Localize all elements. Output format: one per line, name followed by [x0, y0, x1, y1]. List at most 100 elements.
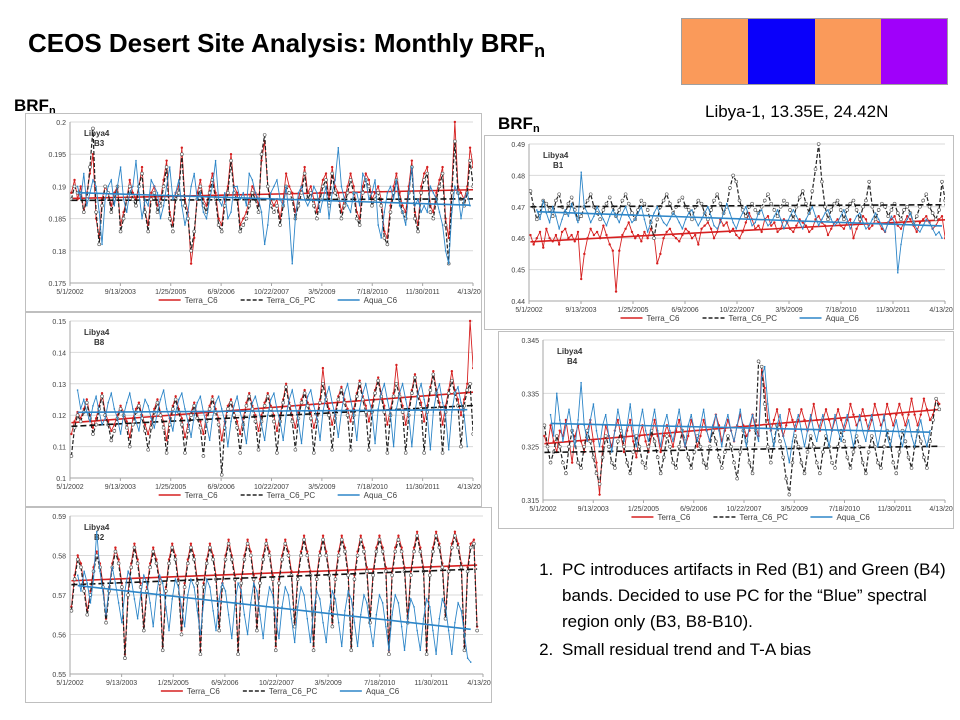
data-point — [662, 237, 665, 240]
data-point — [729, 444, 733, 449]
data-point — [694, 218, 696, 221]
data-point — [717, 455, 721, 460]
data-point — [833, 466, 837, 470]
data-point — [709, 208, 713, 212]
data-point — [232, 413, 236, 417]
data-point — [189, 542, 193, 545]
data-point — [635, 456, 638, 459]
data-point — [469, 205, 471, 207]
data-point — [103, 184, 107, 189]
data-point — [276, 179, 278, 181]
data-point — [424, 652, 429, 657]
data-point — [271, 574, 274, 577]
chart-panel-b1: 0.49 0.48 0.47 0.46 0.45 0.44 5/1/2002 9/13/200… — [484, 135, 954, 330]
data-point — [85, 400, 89, 405]
data-point — [207, 407, 212, 411]
data-point — [535, 237, 538, 240]
data-point — [778, 205, 783, 209]
data-point — [840, 440, 842, 443]
data-point — [715, 413, 717, 416]
data-point — [466, 192, 468, 194]
data-point — [171, 598, 173, 600]
chart-panel-b4: 0.345 0.335 0.325 0.315 5/1/2002 9/13/2003 1/2… — [498, 331, 954, 529]
data-point — [925, 466, 929, 470]
data-point — [184, 224, 186, 226]
data-point — [770, 224, 773, 227]
data-point — [554, 233, 558, 237]
data-point — [605, 233, 608, 237]
data-point — [628, 471, 633, 476]
data-point — [415, 530, 419, 533]
data-point — [561, 218, 563, 221]
data-point — [419, 649, 422, 651]
data-point — [151, 549, 156, 554]
data-point — [392, 445, 395, 448]
data-point — [557, 243, 561, 246]
data-point — [174, 192, 177, 194]
data-point — [542, 246, 545, 249]
data-point — [358, 205, 361, 207]
data-point — [819, 424, 821, 427]
y-tick-label: 0.46 — [511, 236, 525, 243]
data-point — [665, 434, 669, 438]
data-point — [924, 192, 929, 197]
data-point — [739, 408, 741, 411]
data-point — [400, 625, 403, 628]
data-point — [776, 230, 779, 234]
data-point — [297, 606, 299, 608]
data-point — [124, 425, 129, 430]
data-point — [111, 566, 114, 569]
data-point — [363, 594, 365, 596]
x-tick-label: 7/18/2010 — [825, 307, 856, 314]
data-point — [202, 602, 205, 604]
data-point — [861, 215, 865, 218]
data-point — [604, 201, 609, 206]
data-point — [198, 425, 203, 430]
data-point — [906, 455, 911, 460]
data-point — [310, 198, 312, 200]
data-point — [146, 229, 150, 234]
data-point — [559, 419, 561, 421]
series-line — [70, 530, 478, 655]
data-point — [865, 440, 867, 443]
data-point — [542, 199, 544, 202]
data-point — [459, 191, 463, 195]
data-point — [319, 439, 321, 442]
y-tick-label: 0.18 — [52, 249, 66, 256]
data-point — [408, 414, 410, 416]
data-point — [89, 420, 91, 423]
data-point — [293, 447, 298, 452]
data-point — [769, 201, 774, 206]
data-point — [742, 429, 744, 432]
data-point — [217, 198, 220, 200]
data-point — [602, 218, 605, 221]
data-point — [367, 420, 371, 423]
data-point — [101, 423, 103, 426]
data-point — [381, 602, 384, 604]
data-point — [387, 652, 391, 657]
data-point — [362, 549, 366, 554]
data-point — [73, 178, 76, 182]
data-point — [152, 191, 157, 195]
data-point — [616, 418, 620, 422]
data-point — [316, 590, 318, 592]
data-point — [779, 413, 781, 416]
data-point — [189, 413, 193, 417]
data-point — [536, 209, 538, 211]
data-point — [468, 158, 472, 163]
data-point — [539, 218, 541, 221]
data-point — [574, 445, 576, 448]
data-point — [79, 408, 82, 410]
data-point — [838, 208, 843, 212]
data-point — [632, 440, 635, 443]
data-point — [82, 210, 86, 214]
data-point — [922, 455, 926, 460]
data-point — [598, 445, 601, 448]
data-point — [821, 450, 825, 454]
data-point — [842, 439, 846, 444]
band-label: B4 — [567, 357, 578, 366]
data-point — [460, 401, 462, 404]
series-line — [77, 531, 472, 663]
data-point — [130, 578, 132, 580]
